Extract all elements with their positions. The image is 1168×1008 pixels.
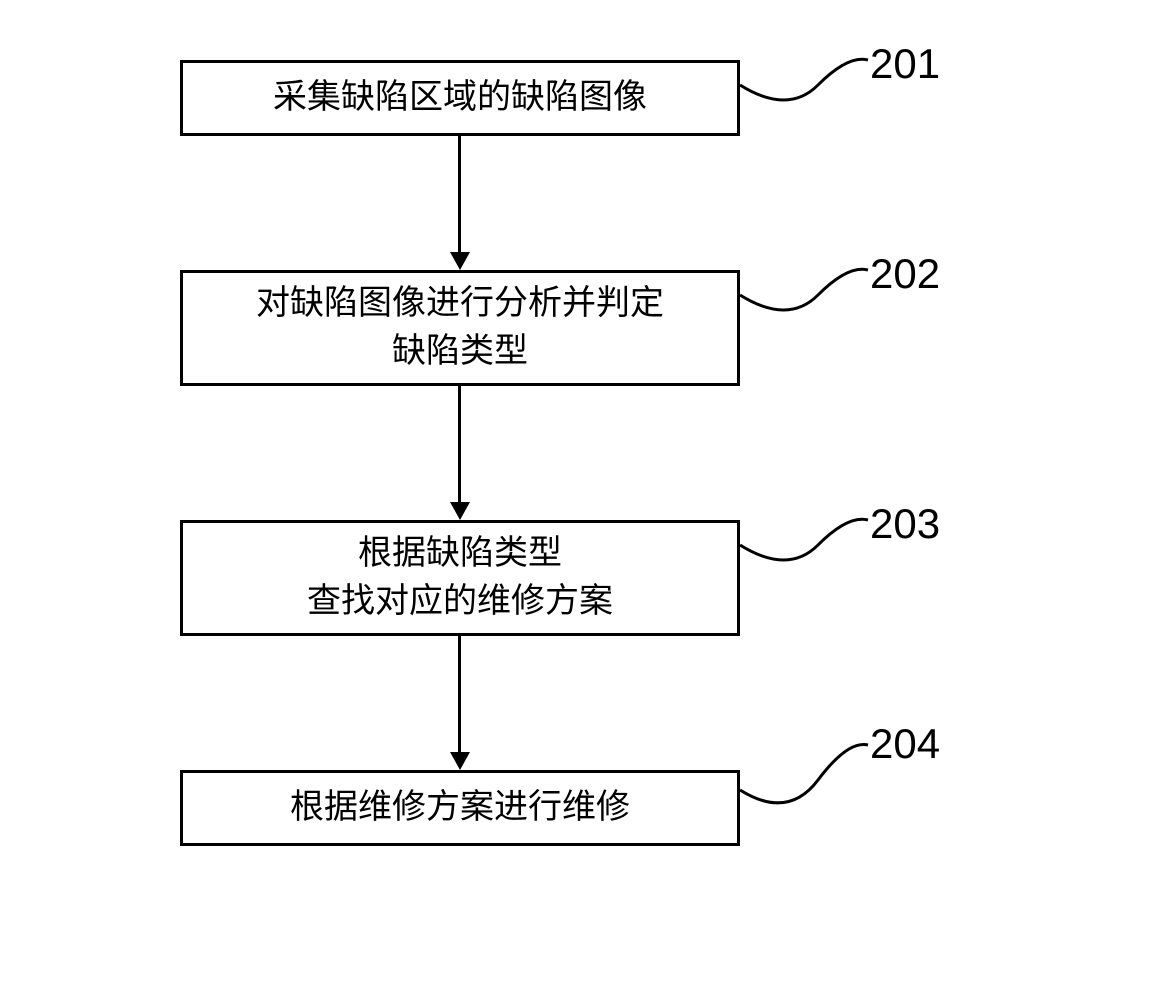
connector-curve-2 (738, 255, 878, 325)
flow-step-4-text: 根据维修方案进行维修 (290, 784, 630, 832)
arrow-3-line (458, 636, 461, 752)
arrow-1-line (458, 136, 461, 252)
flow-step-3-text-line2: 查找对应的维修方案 (307, 578, 613, 626)
flow-label-4: 204 (870, 720, 940, 768)
arrow-2-line (458, 386, 461, 502)
flow-step-1: 采集缺陷区域的缺陷图像 (180, 60, 740, 136)
connector-curve-3 (738, 505, 878, 575)
flow-label-1: 201 (870, 40, 940, 88)
connector-curve-4 (738, 730, 878, 810)
flow-step-4: 根据维修方案进行维修 (180, 770, 740, 846)
flow-step-2-text-line2: 缺陷类型 (256, 328, 664, 376)
arrow-1-head (450, 252, 470, 270)
flow-step-2: 对缺陷图像进行分析并判定 缺陷类型 (180, 270, 740, 386)
flow-label-2: 202 (870, 250, 940, 298)
connector-curve-1 (738, 45, 878, 115)
flow-step-1-text: 采集缺陷区域的缺陷图像 (273, 74, 647, 122)
flow-step-3: 根据缺陷类型 查找对应的维修方案 (180, 520, 740, 636)
flow-label-3: 203 (870, 500, 940, 548)
arrow-2-head (450, 502, 470, 520)
arrow-3-head (450, 752, 470, 770)
flow-step-3-text-line1: 根据缺陷类型 (307, 530, 613, 578)
flow-step-2-text-line1: 对缺陷图像进行分析并判定 (256, 280, 664, 328)
